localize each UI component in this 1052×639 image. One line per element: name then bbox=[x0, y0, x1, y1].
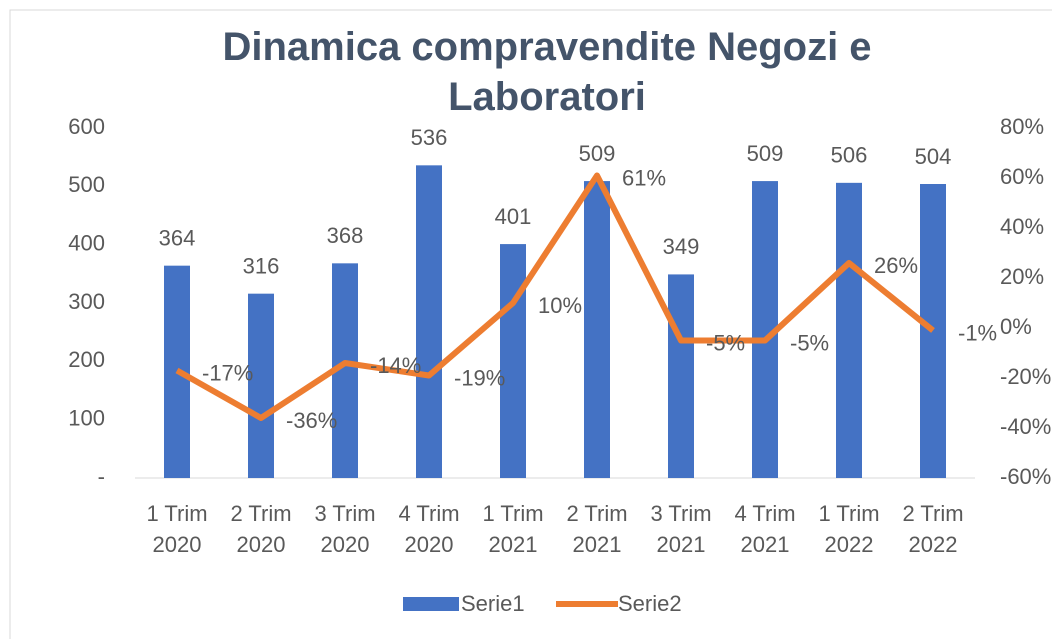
bar-value-label: 506 bbox=[831, 143, 868, 168]
y-tick-label: - bbox=[98, 464, 105, 489]
y-tick-label: 600 bbox=[68, 114, 105, 139]
bar bbox=[920, 184, 946, 478]
line-value-label: 26% bbox=[874, 253, 918, 278]
y2-tick-label: 0% bbox=[1000, 314, 1032, 339]
line-value-label: -36% bbox=[286, 408, 337, 433]
x-tick-label: 3 Trim 2020 bbox=[314, 501, 375, 557]
y2-tick-label: -60% bbox=[1000, 464, 1051, 489]
x-tick-label: 1 Trim 2020 bbox=[146, 501, 207, 557]
x-tick-label: 4 Trim 2021 bbox=[734, 501, 795, 557]
line-value-label: -14% bbox=[370, 353, 421, 378]
line-value-label: -5% bbox=[706, 330, 745, 355]
y2-tick-label: -20% bbox=[1000, 364, 1051, 389]
bar bbox=[836, 182, 862, 479]
bar-value-label: 368 bbox=[327, 223, 364, 248]
legend-label: Serie2 bbox=[618, 591, 682, 616]
legend-swatch bbox=[403, 597, 459, 611]
y2-tick-label: 20% bbox=[1000, 264, 1044, 289]
bar-value-label: 509 bbox=[579, 141, 616, 166]
bar bbox=[248, 293, 274, 478]
bar-value-label: 316 bbox=[243, 253, 280, 278]
y-tick-label: 300 bbox=[68, 289, 105, 314]
y-tick-label: 100 bbox=[68, 405, 105, 430]
bar-value-label: 504 bbox=[915, 144, 952, 169]
x-tick-label: 3 Trim 2021 bbox=[650, 501, 711, 557]
line bbox=[175, 172, 935, 421]
y2-tick-label: 60% bbox=[1000, 164, 1044, 189]
y-tick-label: 500 bbox=[68, 172, 105, 197]
x-tick-label: 4 Trim 2020 bbox=[398, 501, 459, 557]
bar bbox=[668, 274, 694, 478]
bar bbox=[500, 244, 526, 478]
y2-tick-label: 40% bbox=[1000, 214, 1044, 239]
line-value-label: -19% bbox=[454, 365, 505, 390]
y2-tick-label: -40% bbox=[1000, 414, 1051, 439]
line-value-label: -1% bbox=[958, 320, 997, 345]
y-tick-label: 400 bbox=[68, 230, 105, 255]
line-value-label: 10% bbox=[538, 293, 582, 318]
x-tick-label: 2 Trim 2022 bbox=[902, 501, 963, 557]
frame bbox=[9, 9, 1052, 639]
x-tick-label: 1 Trim 2021 bbox=[482, 501, 543, 557]
chart-title: Dinamica compravendite Negozi e Laborato… bbox=[222, 25, 872, 119]
x-tick-label: 2 Trim 2021 bbox=[566, 501, 627, 557]
bar-value-label: 401 bbox=[495, 204, 532, 229]
x-tick-label: 1 Trim 2022 bbox=[818, 501, 879, 557]
bar-value-label: 509 bbox=[747, 141, 784, 166]
line-value-label: -17% bbox=[202, 360, 253, 385]
bar bbox=[416, 165, 442, 479]
x-tick-label: 2 Trim 2020 bbox=[230, 501, 291, 557]
bar-value-label: 364 bbox=[159, 225, 196, 250]
line-value-label: -5% bbox=[790, 330, 829, 355]
y-tick-label: 200 bbox=[68, 347, 105, 372]
bar-value-label: 536 bbox=[411, 125, 448, 150]
bar bbox=[584, 181, 610, 479]
bar-value-label: 349 bbox=[663, 234, 700, 259]
legend-label: Serie1 bbox=[461, 591, 525, 616]
y2-tick-label: 80% bbox=[1000, 114, 1044, 139]
line-value-label: 61% bbox=[622, 165, 666, 190]
